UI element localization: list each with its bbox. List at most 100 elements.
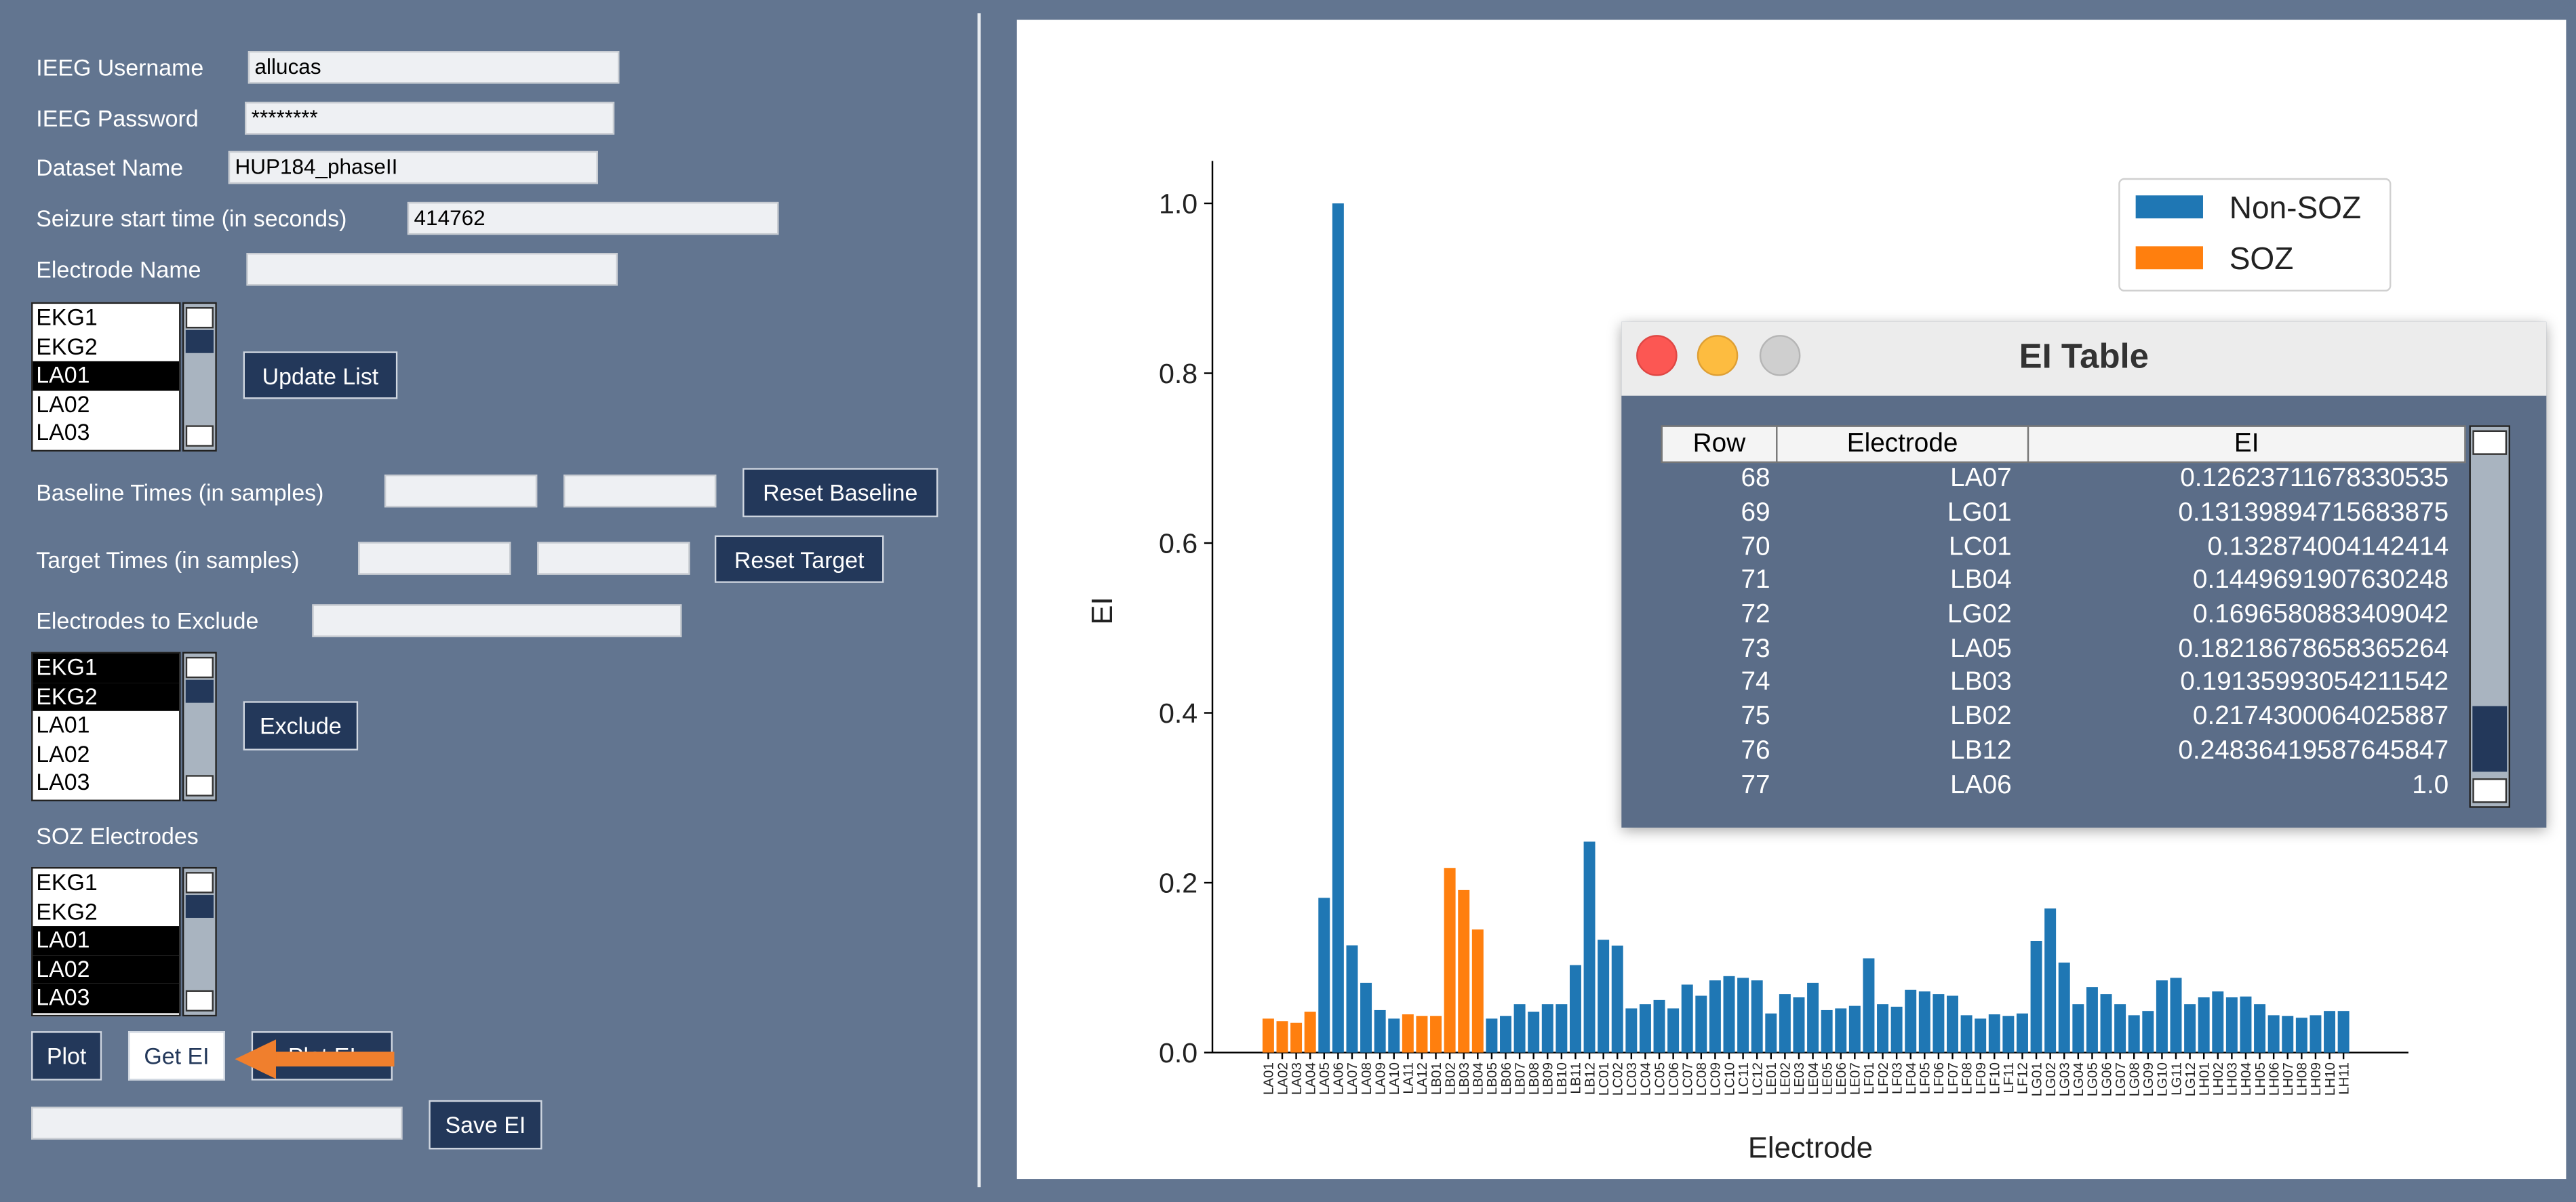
bar	[1709, 980, 1721, 1053]
scrollbar[interactable]	[182, 866, 217, 1017]
text-input[interactable]	[537, 542, 690, 575]
listbox[interactable]: EKG1 EKG2 LA01 LA02 LA03	[31, 652, 181, 801]
list-item[interactable]: LA03	[36, 419, 90, 446]
list-item[interactable]: EKG2	[36, 897, 98, 924]
button[interactable]: Save EI	[429, 1100, 542, 1150]
bar	[1835, 1008, 1847, 1053]
bar	[2128, 1015, 2140, 1053]
ei-table-window: EI Table Row Electrode EI 68 LA07 0.12623711…	[1621, 321, 2547, 828]
text-input[interactable]	[358, 542, 511, 575]
text-input[interactable]: HUP184_phaseII	[228, 151, 598, 184]
list-item[interactable]: LA02	[36, 740, 90, 767]
legend-label: Non-SOZ	[2230, 190, 2361, 225]
minimize-button[interactable]	[1697, 335, 1739, 376]
button[interactable]: Get EI	[127, 1031, 225, 1081]
x-tick-label: LC09	[1708, 1062, 1724, 1096]
ei-table: Row Electrode EI 68 LA07 0.12623711678330535…	[1661, 425, 2466, 803]
listbox[interactable]: EKG1 EKG2 LA01 LA02 LA03	[31, 302, 181, 452]
table-row: 68 LA07 0.12623711678330535	[1662, 462, 2465, 497]
field-label: IEEG Password	[36, 105, 199, 132]
y-tick-label: 0.2	[1159, 868, 1197, 899]
table-cell: 0.13139894715683875	[2178, 499, 2449, 527]
x-tick-label: LA11	[1401, 1062, 1416, 1094]
x-tick-label: LA03	[1289, 1062, 1305, 1095]
list-item[interactable]: LA02	[33, 955, 180, 984]
list-item[interactable]: EKG2	[33, 682, 180, 712]
list-item[interactable]: LA03	[33, 984, 180, 1014]
x-tick-label: LH11	[2336, 1062, 2352, 1095]
x-tick-label: LG01	[2029, 1062, 2044, 1096]
text-input[interactable]	[563, 474, 717, 508]
scrollbar[interactable]	[2469, 425, 2511, 808]
bar	[2282, 1016, 2294, 1053]
list-item[interactable]: LA01	[36, 711, 90, 738]
list-item[interactable]: LA02	[36, 390, 90, 417]
close-button[interactable]	[1636, 335, 1678, 376]
list-item[interactable]: EKG1	[36, 304, 98, 330]
bar	[2337, 1011, 2350, 1053]
table-row: 75 LB02 0.2174300064025887	[1662, 701, 2465, 735]
button[interactable]: Update List	[243, 351, 398, 399]
text-input[interactable]: allucas	[247, 51, 620, 84]
bar	[1583, 841, 1596, 1053]
text-input[interactable]	[31, 1106, 403, 1140]
password-input[interactable]: ********	[244, 102, 615, 135]
x-tick-label: LE05	[1819, 1062, 1835, 1095]
bar	[2100, 994, 2112, 1053]
x-tick-label: LA08	[1359, 1062, 1374, 1095]
bar	[1444, 868, 1456, 1053]
button[interactable]: Reset Target	[714, 535, 884, 583]
list-item[interactable]: EKG1	[36, 868, 98, 896]
list-item[interactable]: LA01	[33, 361, 180, 390]
bar	[1276, 1021, 1288, 1053]
x-tick-label: LC01	[1596, 1062, 1612, 1096]
list-item[interactable]: LA01	[33, 926, 180, 956]
list-item[interactable]: EKG1	[33, 653, 180, 683]
table-row: 76 LB12 0.24836419587645847	[1662, 735, 2465, 769]
table-row: 69 LG01 0.13139894715683875	[1662, 497, 2465, 531]
text-input[interactable]	[312, 604, 682, 637]
bar	[2142, 1011, 2154, 1053]
list-item[interactable]: LA03	[36, 769, 90, 796]
x-tick-label: LB03	[1457, 1062, 1472, 1095]
bar	[1723, 976, 1735, 1053]
x-tick-label: LF04	[1903, 1062, 1919, 1094]
bar	[1262, 1018, 1274, 1053]
window-title: EI Table	[2019, 338, 2149, 376]
x-tick-label: LE07	[1848, 1062, 1863, 1095]
bar	[1304, 1011, 1316, 1053]
table-row: 72 LG02 0.1696580883409042	[1662, 599, 2465, 633]
y-tick-label: 0.8	[1159, 358, 1197, 389]
bar	[1555, 1004, 1568, 1053]
x-tick-label: LB02	[1442, 1062, 1458, 1095]
text-input[interactable]: 414762	[407, 201, 779, 235]
listbox[interactable]: EKG1 EKG2 LA01 LA02 LA03	[31, 866, 181, 1017]
button[interactable]: Exclude	[243, 701, 359, 750]
x-tick-label: LH07	[2280, 1062, 2296, 1096]
button[interactable]: Reset Baseline	[742, 468, 938, 517]
x-tick-label: LF09	[1973, 1062, 1989, 1094]
x-tick-label: LF02	[1876, 1062, 1891, 1094]
scrollbar[interactable]	[182, 652, 217, 801]
text-input[interactable]	[384, 474, 538, 508]
bar	[1541, 1004, 1553, 1053]
table-cell: 71	[1741, 567, 1770, 595]
list-item[interactable]: EKG2	[36, 332, 98, 359]
legend-label: SOZ	[2230, 241, 2294, 276]
x-tick-label: LH09	[2308, 1062, 2324, 1096]
bar	[1569, 965, 1581, 1053]
table-cell: LB03	[1950, 668, 2012, 698]
x-tick-label: LF11	[2001, 1062, 2017, 1093]
text-input[interactable]	[246, 253, 618, 286]
divider	[977, 13, 981, 1188]
x-tick-label: LA02	[1275, 1062, 1290, 1095]
button[interactable]: Plot	[31, 1031, 102, 1081]
bar	[1960, 1015, 1973, 1053]
zoom-button[interactable]	[1759, 335, 1801, 376]
bar	[1821, 1009, 1833, 1053]
y-axis-label: EI	[1086, 597, 1119, 624]
x-tick-label: LF08	[1959, 1062, 1975, 1094]
scrollbar[interactable]	[182, 302, 217, 452]
table-cell: 1.0	[2412, 771, 2449, 799]
x-tick-label: LB11	[1568, 1062, 1584, 1094]
